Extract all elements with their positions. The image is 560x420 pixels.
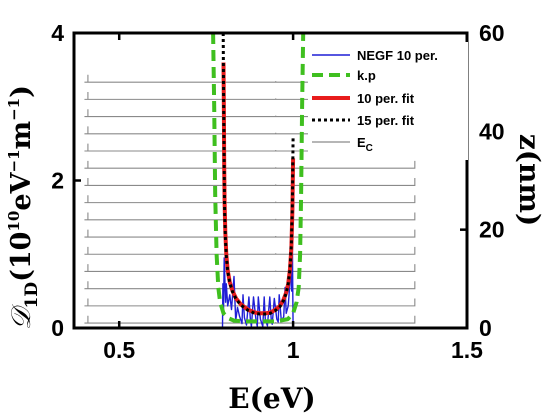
x-tick-label: 1.5: [451, 337, 483, 363]
legend: NEGF 10 per. k.p 10 per. fit 15 per. fit…: [308, 42, 468, 160]
legend-background: [308, 42, 468, 160]
svg-text:𝒟1D(1010eV−1m−1): 𝒟1D(1010eV−1m−1): [5, 85, 42, 330]
legend-label-ec: EC: [357, 135, 373, 154]
legend-label-ec-sub: C: [366, 143, 373, 154]
y-left-axis-title: 𝒟1D(1010eV−1m−1): [5, 85, 42, 330]
y-right-tick-label: 60: [479, 20, 505, 46]
ec-profile-segment: [84, 315, 416, 324]
legend-label-negf: NEGF 10 per.: [357, 48, 438, 63]
legend-label-kp: k.p: [357, 68, 376, 83]
plot-series: [211, 33, 306, 328]
ec-profile-segment: [84, 281, 416, 290]
x-axis-title: E(eV): [228, 382, 315, 415]
ec-profile-segment: [84, 160, 416, 169]
legend-label-fit15: 15 per. fit: [357, 113, 415, 128]
y-left-tick-label: 4: [51, 20, 64, 46]
ec-profile-segment: [84, 178, 416, 186]
ec-profile-segment: [84, 212, 416, 221]
y-right-axis-title: z(nm): [513, 134, 546, 226]
x-tick-label: 1: [287, 337, 300, 363]
ec-profile-segment: [84, 229, 416, 238]
y-right-tick-label: 20: [479, 217, 505, 243]
x-axis-title-unit: (eV): [250, 382, 316, 415]
y-left-tick-label: 2: [51, 168, 64, 194]
legend-label-ec-main: E: [357, 135, 366, 150]
ec-profile-segment: [84, 246, 416, 255]
legend-label-fit10: 10 per. fit: [357, 91, 415, 106]
x-tick-label: 0.5: [103, 337, 135, 363]
ec-profile-segment: [84, 195, 416, 204]
ec-profile-segment: [84, 264, 416, 273]
y-right-tick-label: 40: [479, 118, 505, 144]
y-left-tick-label: 0: [51, 315, 64, 341]
x-axis-title-main: E: [228, 382, 249, 415]
y-right-tick-label: 0: [479, 315, 492, 341]
